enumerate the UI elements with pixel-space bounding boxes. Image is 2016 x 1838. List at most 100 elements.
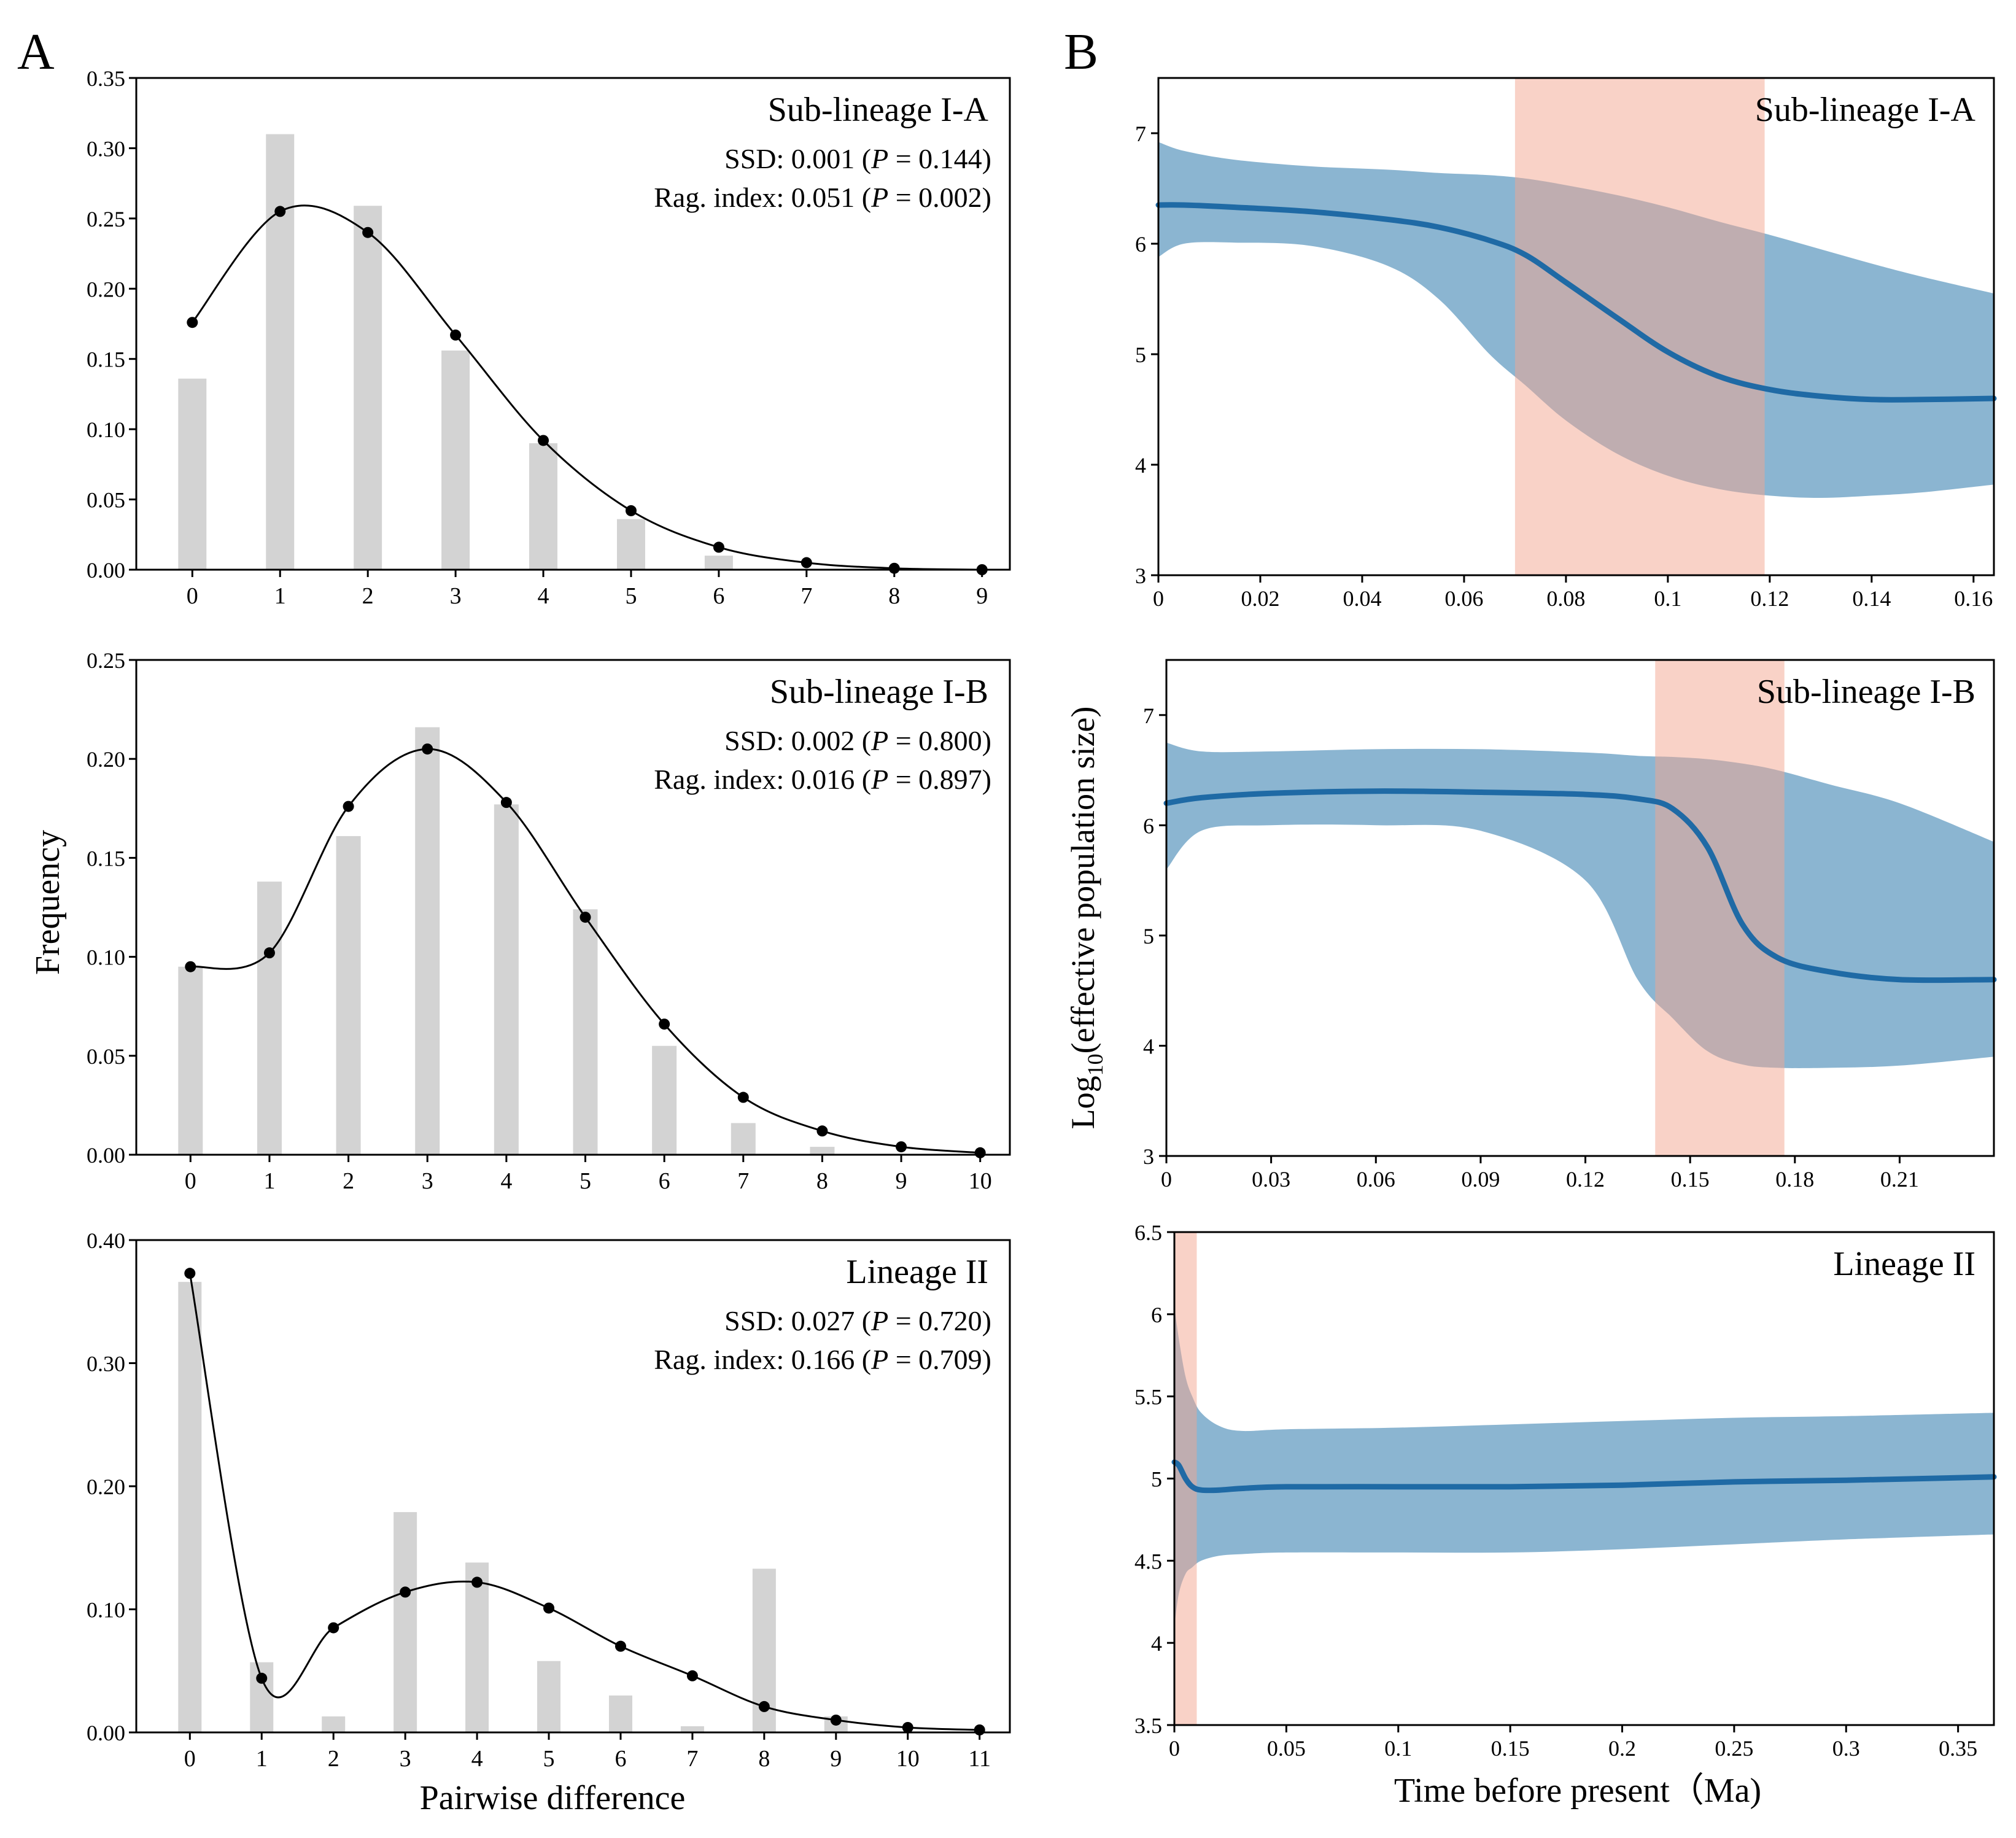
expected-point xyxy=(580,912,591,923)
expected-curve xyxy=(192,204,982,571)
plot-frame xyxy=(135,659,1011,1156)
ssd-stat-p-symbol: P xyxy=(870,1305,888,1336)
highlight-period xyxy=(1655,660,1785,1156)
observed-bar xyxy=(465,1562,489,1732)
x-tick-label: 0.1 xyxy=(1654,586,1681,611)
y-tick-label: 5.5 xyxy=(1134,1385,1162,1410)
observed-bar xyxy=(616,519,645,570)
expected-point xyxy=(686,1670,698,1681)
mismatch-plot-sub-lineage-i-a: 0 1 2 3 4 5 6 7 8 9 0.00 0.05 0.10 0.15 0.20 0.25 0.30 0.… xyxy=(87,66,1011,609)
log-ne-rest: (effective population size) xyxy=(1064,707,1101,1054)
expected-point xyxy=(343,801,354,812)
panel-label-b: B xyxy=(1064,23,1098,80)
observed-bar xyxy=(573,909,598,1155)
y-tick-label: 0.00 xyxy=(87,558,125,583)
x-tick-label: 0.06 xyxy=(1444,586,1483,611)
expected-point xyxy=(187,317,198,328)
raggedness-stat-p-symbol: P xyxy=(870,1344,888,1375)
y-tick-label: 0.30 xyxy=(87,136,125,161)
ssd-stat: SSD: 0.027 (P = 0.720) xyxy=(724,1305,991,1336)
x-tick-label: 0.3 xyxy=(1832,1736,1860,1761)
x-tick-label: 3 xyxy=(450,583,462,609)
x-tick-label: 2 xyxy=(362,583,374,609)
y-tick-label: 0.30 xyxy=(87,1352,125,1376)
median-line xyxy=(1155,202,1997,403)
x-tick-label: 10 xyxy=(896,1746,920,1772)
expected-point xyxy=(256,1672,268,1684)
y-tick-label: 3.5 xyxy=(1134,1713,1162,1738)
ssd-stat: SSD: 0.001 (P = 0.144) xyxy=(724,143,991,174)
x-tick-label: 5 xyxy=(543,1746,555,1772)
expected-point xyxy=(758,1700,770,1712)
y-tick-label: 3 xyxy=(1135,564,1146,588)
raggedness-stat-value: Rag. index: 0.166 ( xyxy=(654,1344,871,1375)
observed-bar xyxy=(441,350,470,570)
ssd-stat-p-symbol: P xyxy=(870,725,888,756)
y-tick-label: 6 xyxy=(1135,232,1146,257)
expected-point xyxy=(471,1576,483,1588)
raggedness-stat: Rag. index: 0.166 (P = 0.709) xyxy=(654,1344,991,1375)
ssd-stat-value: SSD: 0.001 ( xyxy=(724,143,871,174)
raggedness-stat-p-value: = 0.709) xyxy=(888,1344,991,1375)
skyline-plot-lineage-ii: 0 0.05 0.1 0.15 0.2 0.25 0.3 0.35 3.5 4 4.5 5 5.5 6 6.… xyxy=(1134,1220,1997,1761)
expected-point xyxy=(625,505,637,516)
y-tick-label: 0.35 xyxy=(87,66,125,91)
y-tick-label: 0.10 xyxy=(87,945,125,970)
expected-point xyxy=(896,1141,907,1153)
x-tick-label: 9 xyxy=(830,1746,842,1772)
plot-title: Lineage II xyxy=(846,1253,988,1291)
x-tick-label: 2 xyxy=(343,1168,354,1194)
expected-point xyxy=(538,435,549,446)
observed-bar xyxy=(652,1045,677,1155)
ssd-stat-p-value: = 0.800) xyxy=(888,725,991,756)
x-tick-label: 0.15 xyxy=(1671,1167,1710,1192)
x-tick-label: 0.15 xyxy=(1491,1736,1530,1761)
y-tick-label: 0.15 xyxy=(87,347,125,372)
y-tick-label: 0.20 xyxy=(87,1475,125,1499)
raggedness-stat-p-symbol: P xyxy=(870,764,888,795)
x-tick-label: 0 xyxy=(185,1168,196,1194)
x-tick-label: 9 xyxy=(976,583,988,609)
expected-point xyxy=(614,1640,626,1652)
expected-point xyxy=(422,743,433,755)
y-tick-label: 7 xyxy=(1143,704,1154,728)
expected-point xyxy=(400,1586,411,1598)
highlight-period xyxy=(1514,78,1765,575)
x-tick-label: 0.16 xyxy=(1954,586,1993,611)
y-tick-label: 0.10 xyxy=(87,417,125,442)
observed-bar xyxy=(810,1147,835,1155)
y-tick-label: 0.15 xyxy=(87,846,125,871)
x-tick-label: 0.08 xyxy=(1546,586,1585,611)
expected-point xyxy=(500,797,512,808)
y-tick-label: 0.25 xyxy=(87,207,125,231)
y-tick-label: 0.25 xyxy=(87,648,125,673)
time-axis-label: Time before present（Ma) xyxy=(1394,1772,1761,1810)
x-tick-label: 0 xyxy=(1161,1167,1172,1192)
x-tick-label: 5 xyxy=(625,583,637,609)
observed-bar xyxy=(731,1123,756,1155)
expected-point xyxy=(888,562,900,574)
plot-title: Sub-lineage I-A xyxy=(768,91,989,129)
y-tick-label: 0.00 xyxy=(87,1143,125,1168)
pairwise-axis-label: Pairwise difference xyxy=(420,1779,686,1817)
skyline-plot-sub-lineage-i-b: 0 0.03 0.06 0.09 0.12 0.15 0.18 0.21 3 4 5 6 7 Sub-li… xyxy=(1143,659,1997,1192)
x-tick-label: 10 xyxy=(969,1168,992,1194)
y-tick-label: 5 xyxy=(1151,1467,1162,1492)
x-tick-label: 0.18 xyxy=(1775,1167,1814,1192)
log-ne-prefix: Log xyxy=(1064,1076,1101,1129)
y-tick-label: 6.5 xyxy=(1134,1220,1162,1245)
observed-bar xyxy=(178,966,203,1155)
observed-bar xyxy=(354,206,382,570)
y-tick-label: 5 xyxy=(1135,343,1146,367)
x-tick-label: 9 xyxy=(896,1168,907,1194)
ssd-stat-p-value: = 0.144) xyxy=(888,143,991,174)
ssd-stat-value: SSD: 0.027 ( xyxy=(724,1305,871,1336)
raggedness-stat-value: Rag. index: 0.051 ( xyxy=(654,182,871,213)
plot-frame xyxy=(1157,77,1995,576)
y-tick-label: 6 xyxy=(1143,813,1154,838)
y-tick-label: 0.10 xyxy=(87,1598,125,1623)
raggedness-stat: Rag. index: 0.016 (P = 0.897) xyxy=(654,764,991,795)
plot-title: Sub-lineage I-B xyxy=(770,673,988,711)
expected-point xyxy=(543,1602,555,1614)
x-tick-label: 0.14 xyxy=(1852,586,1891,611)
